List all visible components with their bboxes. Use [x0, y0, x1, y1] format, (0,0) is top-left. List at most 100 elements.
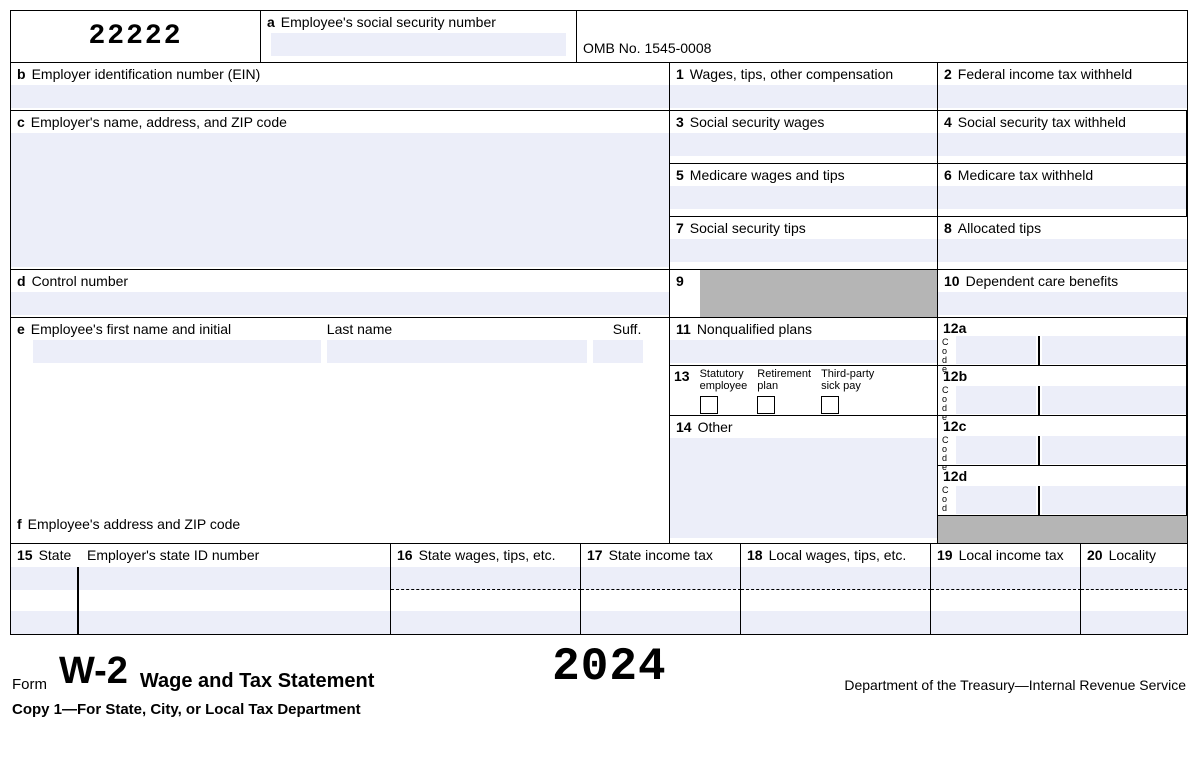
box-7-label: Social security tips — [690, 220, 806, 236]
box-8: 8Allocated tips — [938, 217, 1187, 270]
box-2-label: Federal income tax withheld — [958, 66, 1132, 82]
omb-box: OMB No. 1545-0008 — [577, 11, 1187, 63]
box-13-num: 13 — [674, 368, 690, 384]
box-12a-label: 12a — [938, 318, 952, 338]
box-5-label: Medicare wages and tips — [690, 167, 845, 183]
box-d-input[interactable] — [11, 292, 669, 315]
state-1-wages-input[interactable] — [391, 567, 581, 590]
box-12a: 12a Code — [938, 318, 1187, 366]
state-2-tax-input[interactable] — [581, 611, 740, 634]
state-1-local-tax-input[interactable] — [931, 567, 1081, 590]
box-11-label: Nonqualified plans — [697, 321, 812, 337]
form-dept: Department of the Treasury—Internal Reve… — [844, 677, 1186, 693]
box-12d: 12d Code — [938, 466, 1187, 516]
state-2-locality-input[interactable] — [1081, 611, 1187, 634]
state-2-state-input[interactable] — [11, 611, 77, 634]
box-b-input[interactable] — [11, 85, 669, 108]
state-2-wages-input[interactable] — [391, 611, 580, 634]
form-year: 2024 — [386, 641, 832, 693]
form-statement: Wage and Tax Statement — [140, 670, 375, 693]
omb-label: OMB No. 1545-0008 — [577, 37, 717, 62]
box-18-label: Local wages, tips, etc. — [769, 547, 907, 563]
box-10: 10Dependent care benefits — [938, 270, 1187, 318]
box-e-last-input[interactable] — [327, 340, 587, 363]
box-13-ret-label: Retirementplan — [757, 368, 811, 392]
box-12d-amt-input[interactable] — [1042, 486, 1187, 514]
state-1-ein-input[interactable] — [79, 567, 391, 590]
ocr-code: 22222 — [11, 11, 260, 52]
state-row-2 — [11, 590, 1187, 634]
state-1-tax-input[interactable] — [581, 567, 741, 590]
box-12a-code-input[interactable] — [956, 336, 1036, 364]
box-11-input[interactable] — [670, 340, 937, 363]
state-2-ein-input[interactable] — [79, 611, 391, 634]
box-12c-label: 12c — [938, 416, 952, 436]
box-3: 3Social security wages — [670, 111, 938, 164]
box-13-tp-label: Third-partysick pay — [821, 368, 874, 392]
box-a-input[interactable] — [271, 33, 566, 56]
box-17-label: State income tax — [609, 547, 713, 563]
box-6-input[interactable] — [938, 186, 1186, 209]
box-b-label: Employer identification number (EIN) — [32, 66, 261, 82]
box-11: 11Nonqualified plans — [670, 318, 938, 366]
box-3-input[interactable] — [670, 133, 937, 156]
box-e-suff-input[interactable] — [593, 340, 643, 363]
form-word: Form — [12, 676, 47, 693]
box-13-stat-check[interactable] — [700, 396, 718, 414]
box-12-gray — [938, 516, 1187, 544]
box-12b-amt-input[interactable] — [1042, 386, 1187, 414]
form-id: W-2 — [59, 650, 128, 693]
box-10-label: Dependent care benefits — [966, 273, 1119, 289]
box-13-tp-check[interactable] — [821, 396, 839, 414]
box-7: 7Social security tips — [670, 217, 938, 270]
box-12b-code-input[interactable] — [956, 386, 1036, 414]
box-5-input[interactable] — [670, 186, 937, 209]
box-13-ret-check[interactable] — [757, 396, 775, 414]
box-12c-code-input[interactable] — [956, 436, 1036, 464]
box-7-input[interactable] — [670, 239, 937, 262]
box-6: 6Medicare tax withheld — [938, 164, 1187, 217]
box-c: cEmployer's name, address, and ZIP code — [11, 111, 670, 270]
ocr-box: 22222 — [11, 11, 261, 63]
box-1: 1Wages, tips, other compensation — [670, 63, 938, 111]
box-12c: 12c Code — [938, 416, 1187, 466]
box-14-input[interactable] — [670, 438, 937, 538]
box-2-input[interactable] — [938, 85, 1187, 108]
box-e-last-label: Last name — [327, 321, 607, 337]
form-footer: Form W-2 Wage and Tax Statement 2024 Dep… — [10, 635, 1188, 699]
box-10-input[interactable] — [938, 292, 1187, 315]
box-4: 4Social security tax withheld — [938, 111, 1187, 164]
box-12d-label: 12d — [938, 466, 952, 486]
box-e-first-input[interactable] — [33, 340, 321, 363]
box-3-label: Social security wages — [690, 114, 825, 130]
box-6-label: Medicare tax withheld — [958, 167, 1093, 183]
state-header-row: 15State Employer's state ID number 16Sta… — [11, 544, 1187, 567]
box-12d-code-input[interactable] — [956, 486, 1036, 514]
box-4-label: Social security tax withheld — [958, 114, 1126, 130]
box-15-label: State — [39, 547, 72, 564]
box-c-label: Employer's name, address, and ZIP code — [31, 114, 287, 130]
copy-line: Copy 1—For State, City, or Local Tax Dep… — [10, 699, 1190, 720]
box-8-input[interactable] — [938, 239, 1187, 262]
box-e-first-label: Employee's first name and initial — [31, 321, 321, 337]
box-12a-amt-input[interactable] — [1042, 336, 1187, 364]
box-12c-amt-input[interactable] — [1042, 436, 1187, 464]
state-2-local-tax-input[interactable] — [931, 611, 1080, 634]
state-1-state-input[interactable] — [11, 567, 77, 590]
box-e-suff-label: Suff. — [613, 321, 642, 337]
box-1-input[interactable] — [670, 85, 937, 108]
box-14: 14Other — [670, 416, 938, 544]
state-row-1 — [11, 567, 1187, 590]
box-d-label: Control number — [32, 273, 129, 289]
box-1-label: Wages, tips, other compensation — [690, 66, 893, 82]
state-1-local-wages-input[interactable] — [741, 567, 931, 590]
box-c-input[interactable] — [11, 133, 669, 267]
box-a: aEmployee's social security number — [261, 11, 577, 63]
box-16-label: State wages, tips, etc. — [419, 547, 556, 563]
state-1-locality-input[interactable] — [1081, 567, 1187, 590]
box-9-gray — [700, 270, 937, 317]
box-13: 13 Statutoryemployee Retirementplan Thir… — [670, 366, 938, 416]
box-15b-label: Employer's state ID number — [87, 547, 259, 564]
box-4-input[interactable] — [938, 133, 1186, 156]
state-2-local-wages-input[interactable] — [741, 611, 930, 634]
